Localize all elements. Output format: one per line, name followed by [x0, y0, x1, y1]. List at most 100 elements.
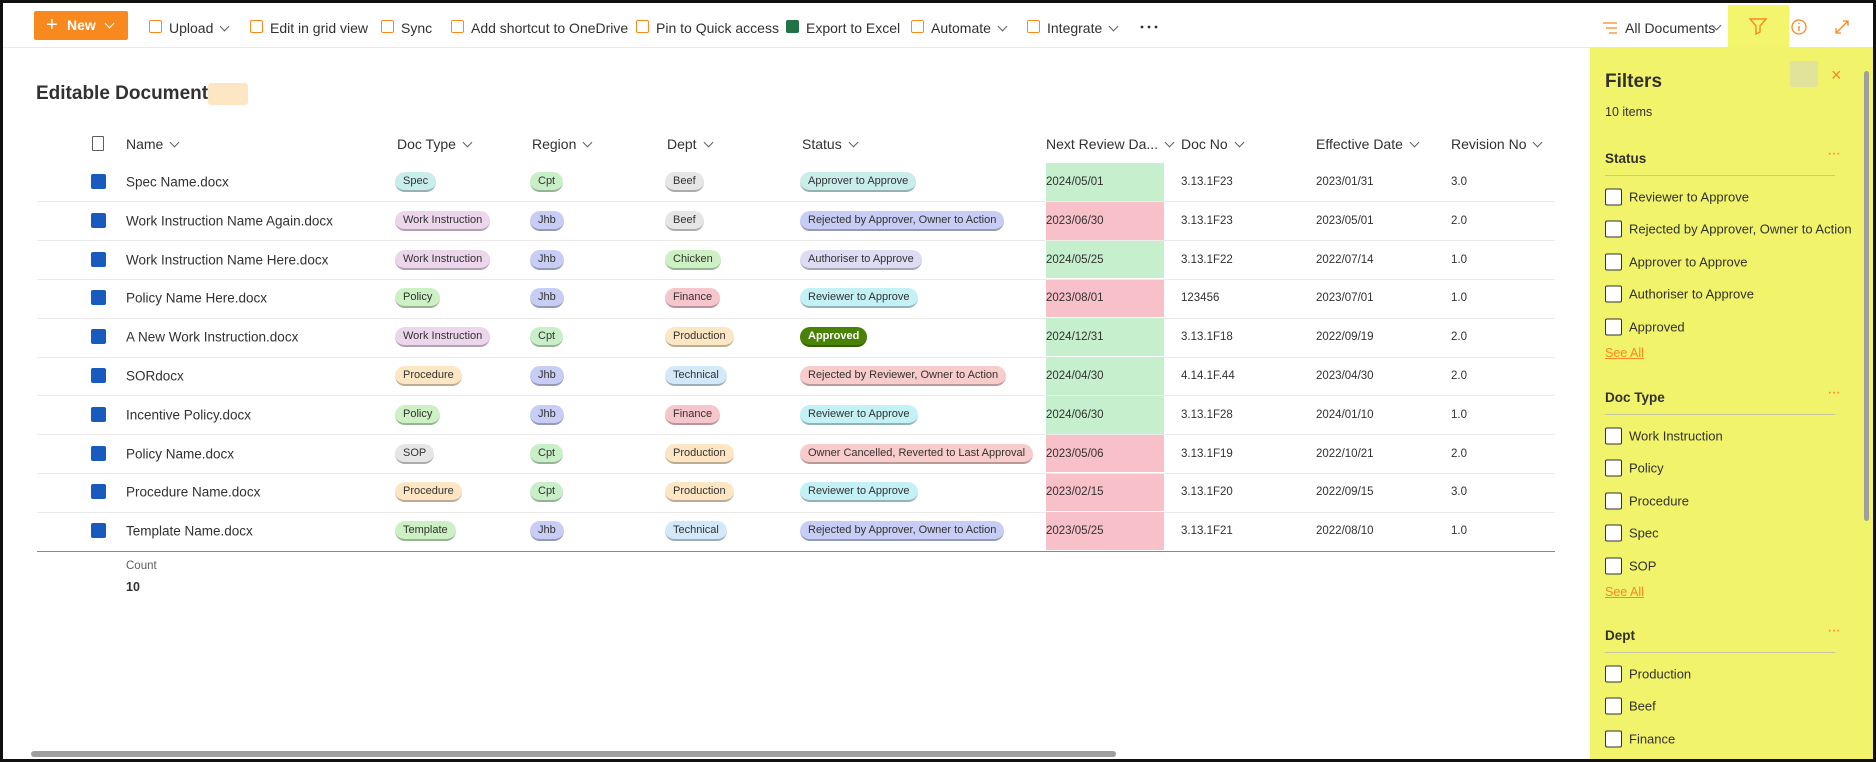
review-cell: [1046, 357, 1164, 395]
checkbox[interactable]: [1605, 557, 1622, 575]
group-divider: [1605, 175, 1835, 176]
command-button[interactable]: Automate: [931, 20, 1008, 36]
command-icon: [786, 20, 799, 33]
file-name[interactable]: Policy Name Here.docx: [126, 290, 268, 306]
filter-icon: [1748, 18, 1768, 36]
cell-text: 1.0: [1451, 292, 1467, 305]
word-icon: [91, 251, 106, 267]
tag-pill: Technical: [665, 521, 727, 542]
view-switcher[interactable]: All Documents: [1625, 20, 1716, 36]
cell-text: 2.0: [1451, 447, 1467, 460]
group-title: Dept: [1605, 628, 1635, 643]
column-header[interactable]: Status: [802, 136, 859, 152]
column-header[interactable]: Revision No: [1451, 136, 1543, 152]
checkbox[interactable]: [1605, 188, 1622, 206]
cell-text: 2024/01/10: [1316, 408, 1374, 421]
filter-option: Reviewer to Approve: [1629, 189, 1749, 205]
chevron: [462, 137, 473, 148]
cell-text: 2022/09/19: [1316, 331, 1374, 344]
more-icon[interactable]: [1139, 22, 1159, 32]
info-icon[interactable]: [1790, 18, 1808, 36]
review-cell: [1046, 395, 1164, 434]
tag-pill: Jhb: [530, 366, 564, 386]
checkbox[interactable]: [1605, 459, 1622, 477]
file-name[interactable]: Incentive Policy.docx: [126, 407, 252, 423]
column-header[interactable]: Region: [532, 136, 593, 152]
file-name[interactable]: SORdocx: [126, 368, 184, 384]
checkbox[interactable]: [1605, 427, 1622, 445]
command-button[interactable]: Pin to Quick access: [656, 20, 779, 36]
group-more[interactable]: ···: [1827, 384, 1841, 401]
command-button[interactable]: Integrate: [1047, 20, 1119, 36]
cell-text: 2023/02/15: [1046, 486, 1104, 499]
cell-text: 3.0: [1451, 176, 1467, 188]
cell-text: 1.0: [1451, 253, 1467, 266]
chevron: [169, 137, 180, 148]
group-more[interactable]: ···: [1827, 622, 1841, 639]
file-name[interactable]: Policy Name.docx: [126, 446, 235, 462]
close-button[interactable]: ×: [1831, 65, 1842, 85]
cell-text: 2.0: [1451, 331, 1467, 344]
review-cell: [1046, 163, 1164, 201]
clear-filters[interactable]: [1790, 61, 1818, 87]
checkbox[interactable]: [1605, 665, 1622, 683]
checkbox[interactable]: [1605, 697, 1622, 715]
cell-text: 3.13.1F28: [1181, 408, 1233, 421]
see-all-link[interactable]: See All: [1605, 346, 1644, 360]
cell-text: 3.13.1F21: [1181, 525, 1233, 538]
command-icon: [636, 20, 649, 33]
group-more[interactable]: ···: [1827, 145, 1841, 162]
tag-pill: Reviewer to Approve: [800, 404, 918, 425]
file-name[interactable]: Work Instruction Name Here.docx: [126, 252, 329, 268]
cell-text: 3.0: [1451, 486, 1467, 499]
tag-pill: Chicken: [665, 249, 721, 270]
command-button[interactable]: Upload: [169, 20, 230, 36]
expand-icon[interactable]: [1834, 19, 1850, 35]
word-icon: [91, 329, 106, 345]
cell-text: 2.0: [1451, 370, 1467, 382]
tag-pill: Spec: [395, 172, 437, 192]
filter-panel: Filters 10 items × Status ··· Reviewer to App…: [1590, 47, 1873, 759]
command-button[interactable]: Export to Excel: [806, 20, 901, 36]
command-icon: [451, 20, 464, 33]
see-all-link[interactable]: See All: [1605, 585, 1644, 599]
checkbox[interactable]: [1605, 220, 1622, 238]
file-name[interactable]: Work Instruction Name Again.docx: [126, 213, 333, 229]
command-button[interactable]: Sync: [401, 20, 433, 36]
column-header[interactable]: Doc Type: [397, 136, 473, 152]
checkbox[interactable]: [1605, 730, 1622, 748]
column-header[interactable]: Name: [126, 136, 180, 152]
cell-text: 2023/05/06: [1046, 447, 1104, 460]
filter-button[interactable]: [1728, 5, 1789, 47]
chevron: [848, 137, 859, 148]
horizontal-scrollbar[interactable]: [31, 751, 1116, 757]
cell-text: 4.14.1F.44: [1181, 370, 1235, 382]
vertical-scrollbar[interactable]: [1864, 71, 1869, 521]
command-button[interactable]: Add shortcut to OneDrive: [471, 20, 629, 36]
checkbox[interactable]: [1605, 524, 1622, 542]
column-header[interactable]: Dept: [667, 136, 714, 152]
column-header[interactable]: Effective Date: [1316, 136, 1420, 152]
file-name[interactable]: Procedure Name.docx: [126, 484, 261, 500]
tag-pill: Reviewer to Approve: [800, 482, 918, 503]
view-options[interactable]: [208, 83, 248, 105]
group-divider: [1605, 652, 1835, 653]
file-name[interactable]: Spec Name.docx: [126, 174, 229, 190]
chevron: [582, 137, 593, 148]
filter-option: Authoriser to Approve: [1629, 286, 1755, 302]
new-button[interactable]: + New: [34, 11, 128, 40]
file-name[interactable]: A New Work Instruction.docx: [126, 329, 299, 345]
column-header[interactable]: Next Review Da...: [1046, 136, 1175, 152]
checkbox[interactable]: [1605, 492, 1622, 510]
file-name[interactable]: Template Name.docx: [126, 523, 253, 539]
word-icon: [91, 212, 106, 228]
checkbox[interactable]: [1605, 285, 1622, 303]
row-separator: [37, 434, 1555, 436]
checkbox[interactable]: [1605, 253, 1622, 271]
cell-text: 3.13.1F18: [1181, 331, 1233, 344]
checkbox[interactable]: [1605, 318, 1622, 336]
filter-option: Beef: [1629, 698, 1656, 714]
command-button[interactable]: Edit in grid view: [270, 20, 369, 36]
column-header[interactable]: Doc No: [1181, 136, 1245, 152]
